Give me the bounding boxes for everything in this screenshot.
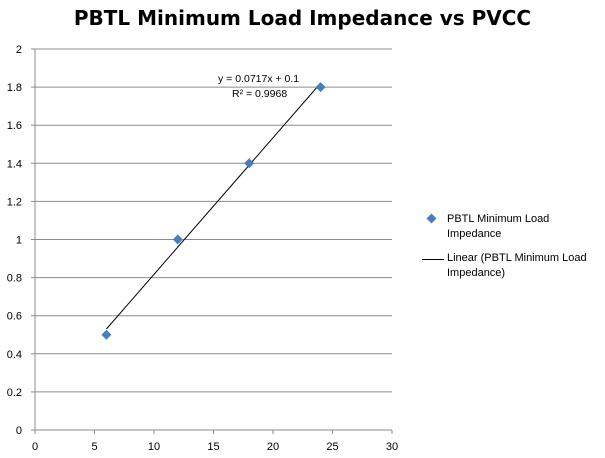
x-tick-label: 5 — [91, 441, 97, 453]
data-point — [315, 82, 326, 93]
x-tick-label: 0 — [32, 441, 38, 453]
chart-title: PBTL Minimum Load Impedance vs PVCC — [73, 6, 532, 30]
x-tick-label: 10 — [148, 441, 160, 453]
x-tick-labels: 0 5 10 15 20 25 30 — [32, 441, 398, 453]
y-tick-label: 0.2 — [7, 387, 22, 399]
y-tick-label: 2 — [16, 44, 22, 56]
x-tick-label: 20 — [267, 441, 279, 453]
legend-item-series: PBTL Minimum Load Impedance — [425, 212, 605, 242]
trendline — [106, 82, 321, 330]
data-point — [244, 158, 255, 169]
r-squared-label: R² = 0.9968 — [232, 88, 287, 100]
equation-label: y = 0.0717x + 0.1 — [218, 73, 299, 85]
line-marker-icon — [422, 259, 444, 260]
x-tick-label: 15 — [207, 441, 219, 453]
y-tick-label: 1.2 — [7, 196, 22, 208]
y-tick-label: 1.6 — [7, 120, 22, 132]
data-points — [101, 82, 326, 340]
y-tick-label: 1.8 — [7, 82, 22, 94]
y-tick-label: 0 — [16, 425, 22, 437]
data-point — [101, 329, 112, 340]
data-point — [172, 234, 183, 245]
x-tick-label: 25 — [326, 441, 338, 453]
y-tick-labels: 0 0.2 0.4 0.6 0.8 1 1.2 1.4 1.6 1.8 2 — [7, 44, 22, 437]
legend: PBTL Minimum Load Impedance Linear (PBTL… — [422, 212, 605, 290]
legend-label-trendline: Linear (PBTL Minimum Load Impedance) — [447, 252, 587, 279]
y-tick-label: 0.4 — [7, 349, 22, 361]
diamond-marker-icon — [426, 213, 437, 224]
y-tick-label: 1 — [16, 235, 22, 247]
y-tick-label: 0.8 — [7, 273, 22, 285]
axes — [31, 48, 393, 434]
legend-label-series: PBTL Minimum Load Impedance — [447, 213, 550, 240]
x-tick-label: 30 — [386, 441, 398, 453]
y-tick-label: 0.6 — [7, 311, 22, 323]
legend-item-trendline: Linear (PBTL Minimum Load Impedance) — [422, 251, 605, 281]
gridlines — [35, 48, 392, 393]
y-tick-label: 1.4 — [7, 158, 22, 170]
